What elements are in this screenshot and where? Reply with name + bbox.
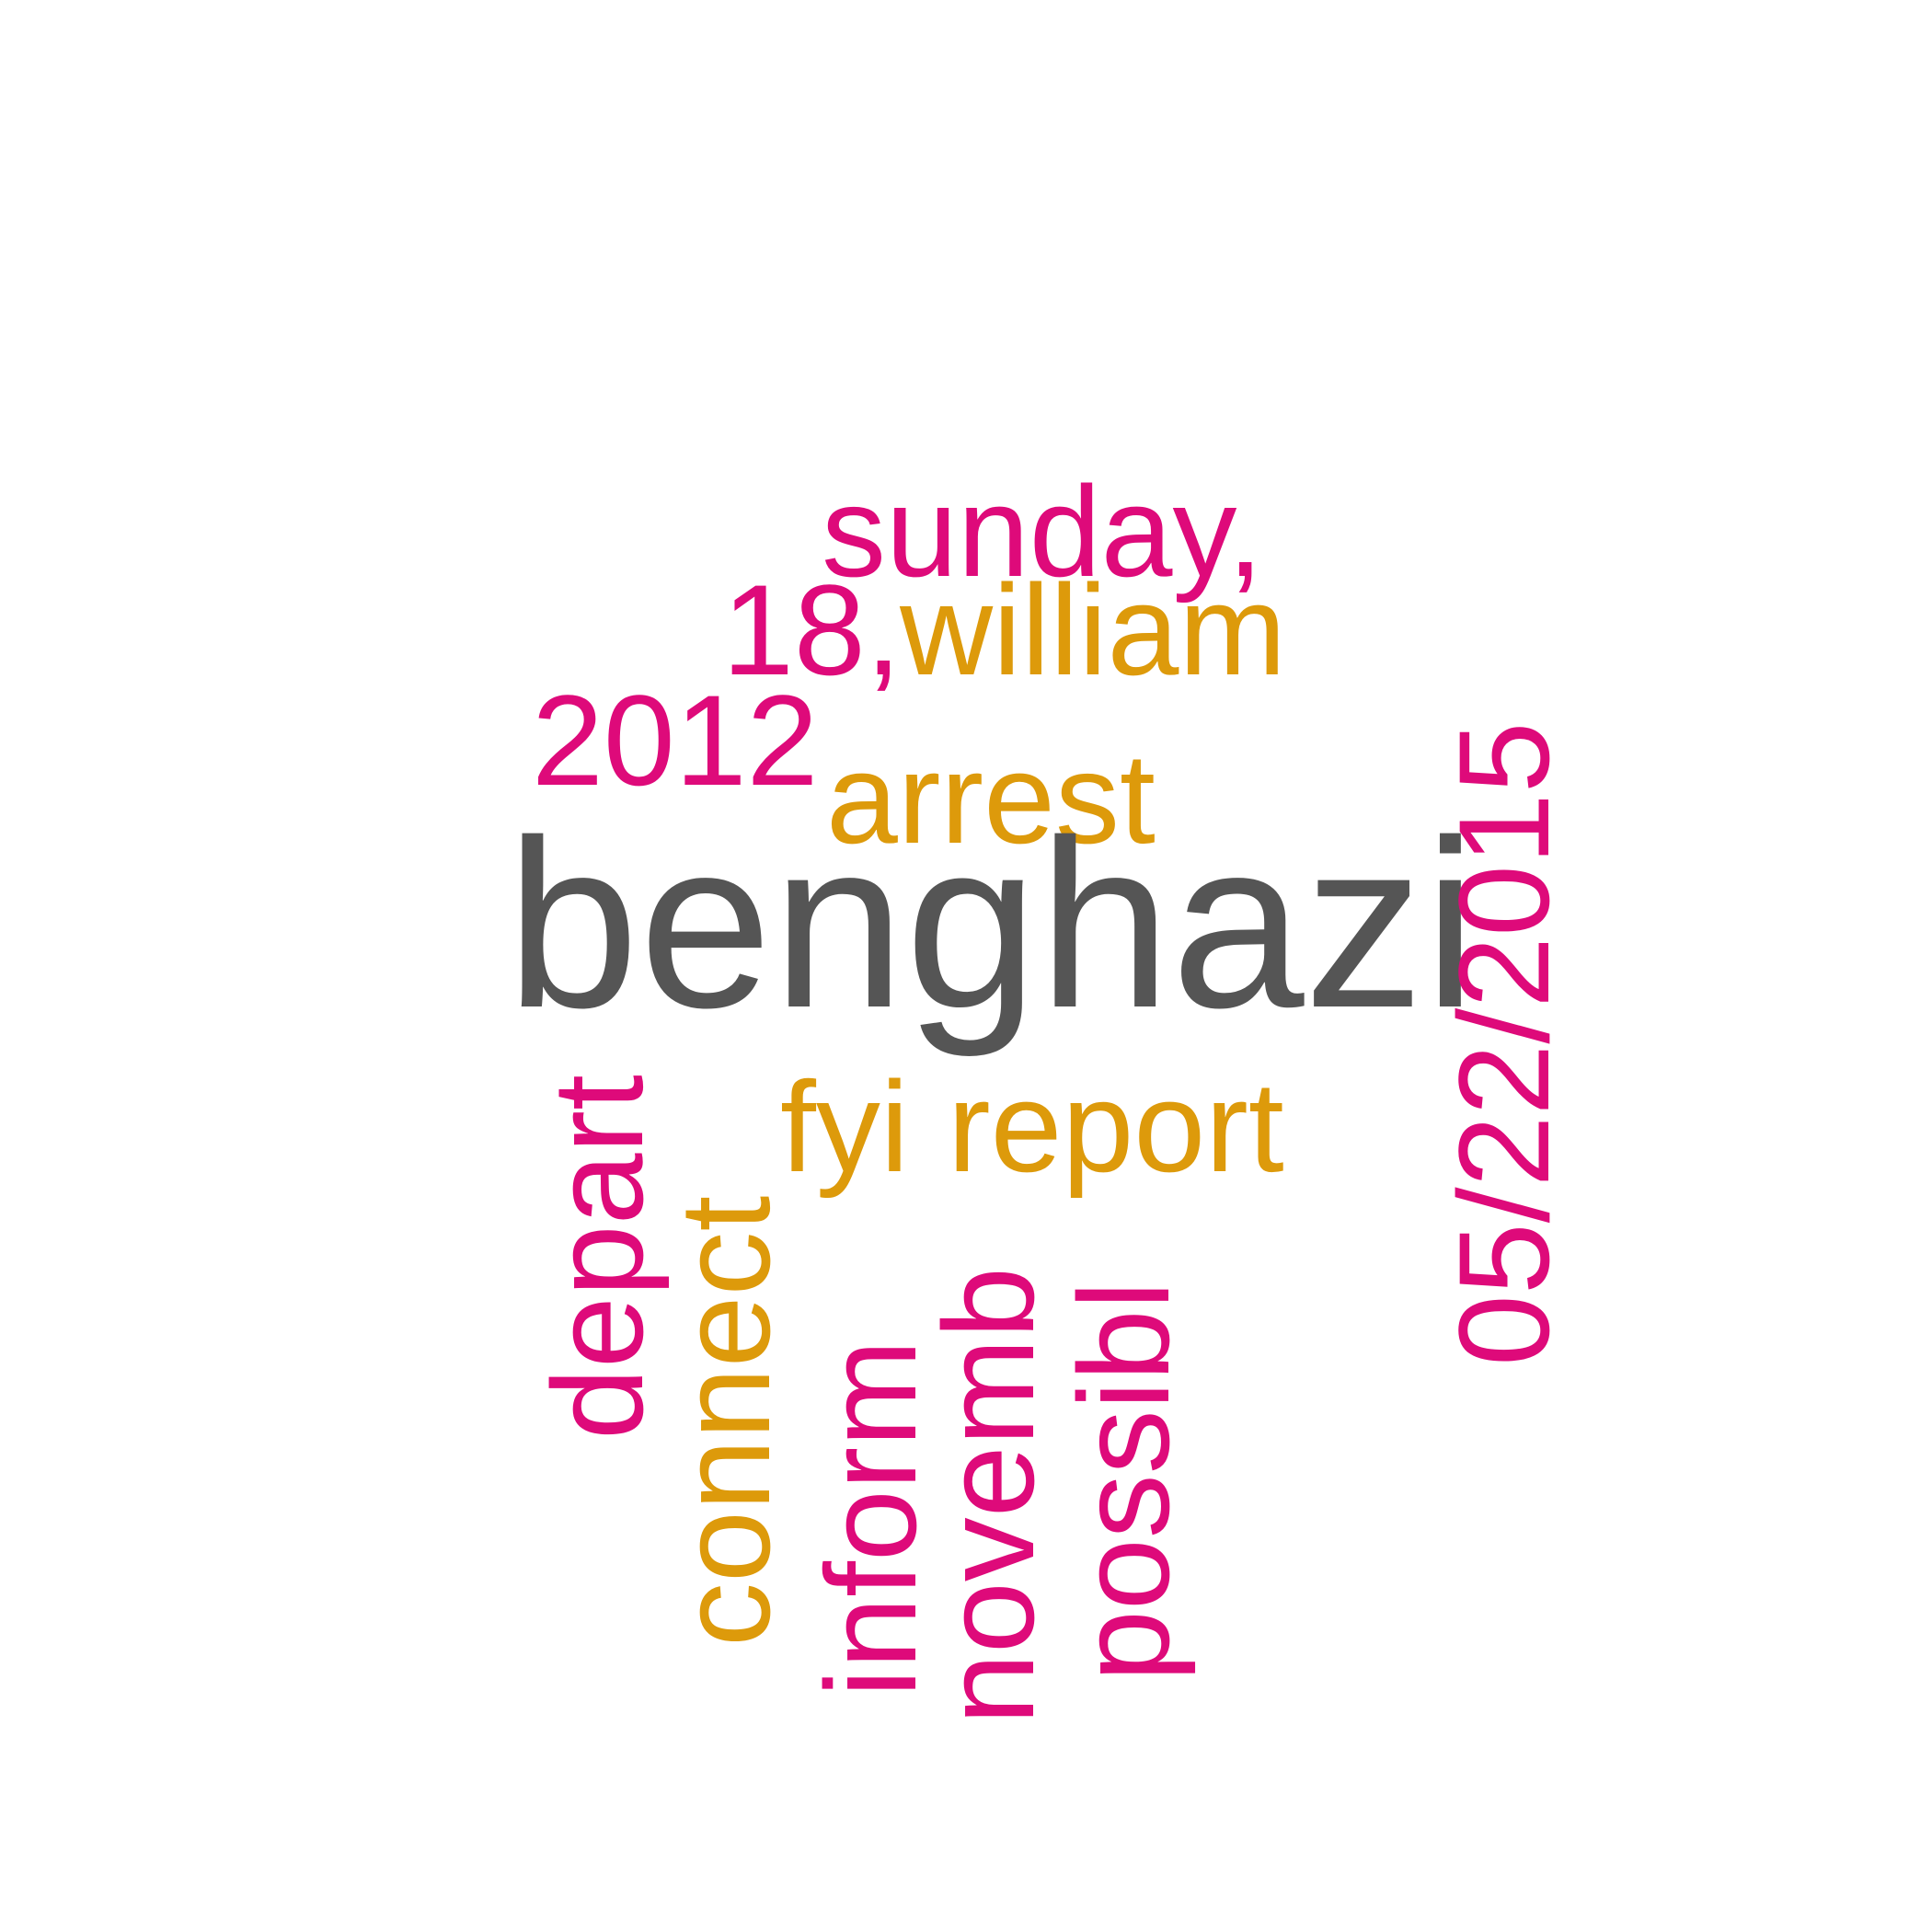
word-fyi: fyi bbox=[780, 1054, 909, 1199]
word-2012: 2012 bbox=[532, 668, 819, 812]
word-sunday: sunday, bbox=[822, 459, 1263, 604]
word-novemb: novemb bbox=[916, 1266, 1061, 1725]
word-depart: depart bbox=[525, 1075, 670, 1440]
word-arrest: arrest bbox=[826, 726, 1156, 870]
word-report: report bbox=[948, 1054, 1284, 1199]
word-possibl: possibl bbox=[1052, 1281, 1196, 1682]
word-18: 18, bbox=[722, 558, 902, 702]
word-william: william bbox=[900, 558, 1286, 702]
word-connect: connect bbox=[652, 1195, 797, 1647]
word-date: 05/22/2015 bbox=[1432, 721, 1576, 1366]
word-benghazi: benghazi bbox=[506, 791, 1478, 1058]
